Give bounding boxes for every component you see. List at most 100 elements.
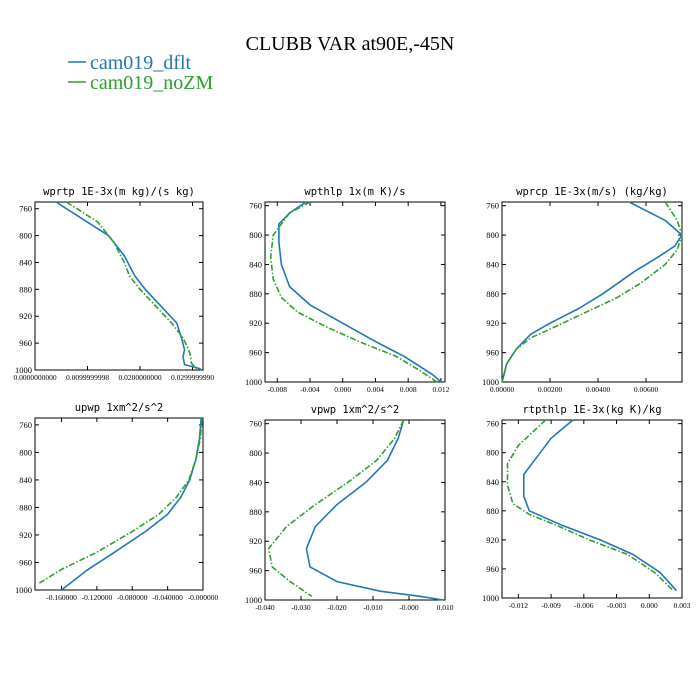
- series-line-dflt: [305, 419, 444, 601]
- y-tick-label: 800: [249, 448, 262, 458]
- x-tick-label: -0.010: [363, 603, 383, 612]
- y-tick-label: 760: [19, 204, 32, 214]
- plot-frame: [264, 201, 446, 383]
- x-tick-label: 0.000: [334, 385, 351, 394]
- panel-title: wprcp 1E-3x(m/s) (kg/kg): [516, 186, 668, 198]
- x-tick-label: 0.00400: [586, 385, 611, 394]
- x-tick-label: -0.000: [399, 603, 419, 612]
- x-tick-label: -0.160000: [46, 593, 77, 602]
- panel-4: upwp 1xm^2/s^2 760 800 840 880 920 960 1000 -0.1…: [15, 402, 219, 602]
- panel-5: vpwp 1xm^2/s^27608008408809209601000-0.0…: [245, 404, 454, 612]
- y-tick-label: 840: [19, 257, 32, 267]
- series-line-nozm: [269, 201, 438, 383]
- x-tick-label: -0.000000: [188, 593, 219, 602]
- y-tick-label: 880: [486, 289, 499, 299]
- y-tick-label: 920: [486, 535, 499, 545]
- y-tick-label: 880: [486, 506, 499, 516]
- panel-1: wprtp 1E-3x(m kg)/(s kg) 760 800 840 880 920 9…: [13, 186, 214, 382]
- y-tick-label: 840: [486, 259, 499, 269]
- panel-6: rtpthlp 1E-3x(kg K)/kg 760 800 840 880 920 960…: [482, 404, 691, 610]
- x-tick-label: 0.00000: [490, 385, 515, 394]
- x-tick-label: -0.020: [327, 603, 347, 612]
- x-tick-label: 0.012: [432, 385, 449, 394]
- y-tick-label: 960: [486, 564, 499, 574]
- series-line-nozm: [38, 417, 203, 584]
- y-tick-label: 960: [486, 348, 499, 358]
- x-tick-label: 0.0200000000: [118, 373, 161, 382]
- y-tick-label: 840: [19, 475, 32, 485]
- y-tick-label: 1000: [482, 377, 499, 387]
- y-tick-label: 800: [249, 230, 262, 240]
- x-tick-label: -0.003: [607, 601, 627, 610]
- x-tick-label: -0.012: [509, 601, 529, 610]
- y-tick-label: 880: [249, 289, 262, 299]
- y-tick-label: 760: [249, 201, 262, 211]
- plot-frame: [34, 201, 204, 371]
- y-tick-label: 1000: [245, 595, 262, 605]
- x-tick-label: 0.0000000000: [13, 373, 56, 382]
- x-tick-label: 0.004: [367, 385, 384, 394]
- series-line-nozm: [506, 419, 674, 592]
- x-tick-label: 0.00600: [634, 385, 659, 394]
- y-tick-label: 840: [249, 477, 262, 487]
- x-tick-label: 0.00200: [538, 385, 563, 394]
- x-tick-label: -0.040: [255, 603, 275, 612]
- figure-title: CLUBB VAR at90E,-45N: [246, 33, 455, 55]
- x-tick-label: 0.008: [400, 385, 417, 394]
- panel-title: rtpthlp 1E-3x(kg K)/kg: [522, 404, 661, 416]
- x-tick-label: -0.030: [291, 603, 311, 612]
- y-tick-label: 800: [486, 230, 499, 240]
- y-tick-label: 960: [249, 348, 262, 358]
- x-tick-label: -0.120000: [82, 593, 113, 602]
- y-tick-label: 880: [249, 507, 262, 517]
- series-line-dflt: [522, 419, 678, 592]
- y-tick-label: 920: [19, 311, 32, 321]
- panel-title: wprtp 1E-3x(m kg)/(s kg): [43, 186, 195, 198]
- x-tick-label: 0.003: [674, 601, 691, 610]
- y-tick-label: 840: [486, 477, 499, 487]
- y-tick-label: 800: [486, 448, 499, 458]
- x-tick-label: 0.0299999990: [171, 373, 214, 382]
- y-tick-label: 960: [19, 338, 32, 348]
- y-tick-label: 920: [19, 530, 32, 540]
- panel-title: upwp 1xm^2/s^2: [75, 402, 164, 414]
- panel-title: wpthlp 1x(m K)/s: [304, 186, 405, 198]
- plot-frame: [501, 201, 683, 383]
- y-tick-label: 1000: [245, 377, 262, 387]
- plot-frame: [34, 417, 204, 591]
- plot-frame: [264, 419, 446, 601]
- panel-title: vpwp 1xm^2/s^2: [311, 404, 400, 416]
- y-tick-label: 920: [249, 318, 262, 328]
- y-tick-label: 960: [249, 566, 262, 576]
- panel-2: wpthlp 1x(m K)/s 760 800 840 880 920 960 1000 -0…: [245, 186, 450, 394]
- legend-label-nozm: cam019_noZM: [90, 72, 214, 94]
- y-tick-label: 1000: [15, 365, 32, 375]
- y-tick-label: 800: [19, 231, 32, 241]
- legend-label-dflt: cam019_dflt: [90, 52, 192, 74]
- y-tick-label: 840: [249, 259, 262, 269]
- y-tick-label: 880: [19, 502, 32, 512]
- y-tick-label: 760: [486, 419, 499, 429]
- series-line-nozm: [267, 419, 405, 597]
- plot-frame: [501, 419, 683, 599]
- y-tick-label: 1000: [15, 585, 32, 595]
- panel-3: wprcp 1E-3x(m/s) (kg/kg) 760 800 840 880 920 9…: [482, 186, 683, 394]
- y-tick-label: 920: [249, 536, 262, 546]
- y-tick-label: 760: [486, 201, 499, 211]
- x-tick-label: 0.0099999998: [66, 373, 109, 382]
- x-tick-label: 0.010: [437, 603, 454, 612]
- y-tick-label: 800: [19, 447, 32, 457]
- x-tick-label: -0.004: [300, 385, 320, 394]
- x-tick-label: -0.040000: [152, 593, 183, 602]
- y-tick-label: 880: [19, 284, 32, 294]
- y-tick-label: 1000: [482, 593, 499, 603]
- x-tick-label: -0.006: [574, 601, 594, 610]
- y-tick-label: 920: [486, 318, 499, 328]
- x-tick-label: -0.009: [541, 601, 561, 610]
- legend: cam019_dflt cam019_noZM: [68, 52, 214, 94]
- y-tick-label: 960: [19, 557, 32, 567]
- y-tick-label: 760: [249, 419, 262, 429]
- series-line-nozm: [66, 201, 199, 371]
- x-tick-label: -0.080000: [117, 593, 148, 602]
